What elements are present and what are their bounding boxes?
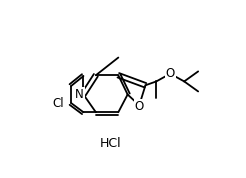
- Text: O: O: [166, 67, 175, 80]
- Text: HCl: HCl: [100, 137, 121, 150]
- Text: N: N: [75, 88, 84, 101]
- Text: O: O: [135, 100, 144, 113]
- Text: Cl: Cl: [53, 97, 64, 110]
